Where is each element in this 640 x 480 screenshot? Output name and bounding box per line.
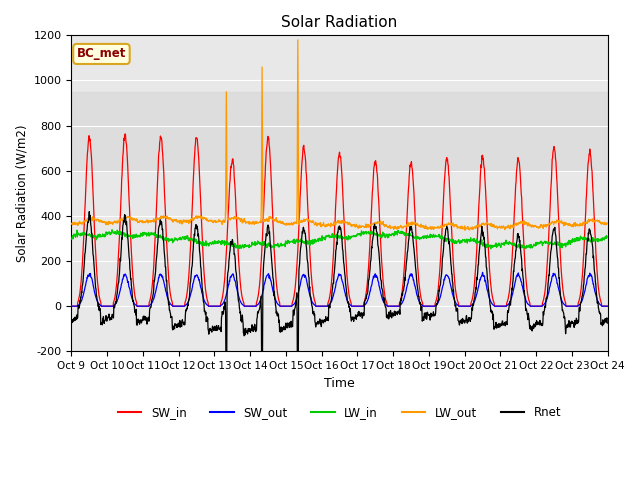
SW_out	[187, 291, 195, 297]
SW_in	[174, 303, 182, 309]
SW_out	[68, 303, 76, 309]
Title: Solar Radiation: Solar Radiation	[282, 15, 397, 30]
Rnet	[68, 320, 76, 325]
Line: SW_out: SW_out	[72, 272, 607, 306]
SW_in	[540, 295, 548, 300]
LW_in	[187, 236, 195, 241]
LW_out	[461, 228, 469, 233]
SW_in	[423, 303, 431, 309]
LW_out	[541, 224, 548, 229]
SW_in	[604, 303, 611, 309]
LW_out	[294, 37, 301, 43]
Rnet	[493, 322, 501, 327]
Rnet	[294, 467, 301, 473]
Rnet	[604, 320, 611, 326]
Rnet	[85, 209, 93, 215]
Legend: SW_in, SW_out, LW_in, LW_out, Rnet: SW_in, SW_out, LW_in, LW_out, Rnet	[113, 401, 566, 424]
LW_in	[68, 236, 76, 242]
LW_out	[173, 218, 181, 224]
SW_out	[479, 269, 486, 275]
SW_out	[422, 303, 430, 309]
SW_in	[122, 131, 129, 137]
Rnet	[247, 326, 255, 332]
LW_out	[246, 220, 254, 226]
SW_in	[187, 234, 195, 240]
Text: BC_met: BC_met	[77, 48, 126, 60]
LW_in	[174, 236, 182, 242]
Bar	[72, 92, 608, 171]
LW_in	[108, 227, 116, 233]
SW_out	[246, 303, 254, 309]
Rnet	[174, 322, 182, 328]
LW_out	[68, 221, 76, 227]
SW_out	[173, 303, 181, 309]
LW_in	[541, 240, 548, 245]
X-axis label: Time: Time	[324, 377, 355, 390]
Rnet	[423, 314, 431, 320]
LW_in	[493, 241, 501, 247]
Line: SW_in: SW_in	[72, 134, 607, 306]
SW_out	[604, 303, 611, 309]
Rnet	[187, 275, 195, 280]
SW_in	[493, 303, 500, 309]
Line: LW_out: LW_out	[72, 40, 607, 230]
LW_in	[487, 246, 495, 252]
SW_out	[540, 301, 548, 307]
LW_in	[423, 235, 431, 241]
Rnet	[541, 308, 548, 314]
SW_in	[247, 303, 255, 309]
LW_out	[493, 225, 501, 230]
LW_out	[604, 220, 611, 226]
SW_out	[493, 303, 500, 309]
SW_in	[68, 303, 76, 309]
LW_out	[423, 225, 431, 231]
LW_out	[187, 216, 195, 222]
Line: Rnet: Rnet	[72, 212, 607, 470]
LW_in	[247, 244, 255, 250]
LW_in	[604, 234, 611, 240]
Y-axis label: Solar Radiation (W/m2): Solar Radiation (W/m2)	[15, 125, 28, 262]
Line: LW_in: LW_in	[72, 230, 607, 249]
